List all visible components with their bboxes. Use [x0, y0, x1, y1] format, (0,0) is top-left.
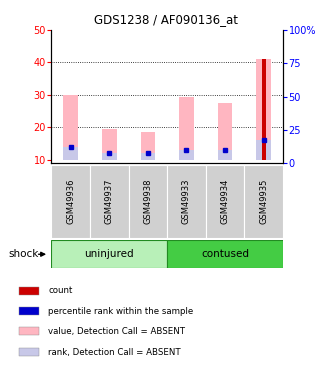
- Bar: [90, 165, 128, 238]
- Bar: [19, 348, 39, 356]
- Text: percentile rank within the sample: percentile rank within the sample: [48, 306, 193, 315]
- Bar: [63, 95, 78, 160]
- Text: value, Detection Call = ABSENT: value, Detection Call = ABSENT: [48, 327, 185, 336]
- Text: contused: contused: [201, 249, 249, 259]
- Bar: [261, 59, 266, 160]
- Bar: [51, 165, 90, 238]
- Bar: [218, 150, 232, 160]
- Text: GSM49937: GSM49937: [105, 179, 114, 224]
- Text: uninjured: uninjured: [84, 249, 134, 259]
- Text: GSM49938: GSM49938: [143, 179, 152, 224]
- Bar: [140, 153, 155, 160]
- Bar: [218, 103, 232, 160]
- Bar: [140, 132, 155, 160]
- Bar: [167, 240, 283, 268]
- Text: GDS1238 / AF090136_at: GDS1238 / AF090136_at: [93, 13, 238, 26]
- Text: GSM49934: GSM49934: [220, 179, 230, 224]
- Text: rank, Detection Call = ABSENT: rank, Detection Call = ABSENT: [48, 348, 181, 357]
- Text: shock: shock: [8, 249, 39, 259]
- Bar: [128, 165, 167, 238]
- Text: count: count: [48, 286, 72, 296]
- Bar: [179, 150, 194, 160]
- Text: GSM49933: GSM49933: [182, 179, 191, 224]
- Bar: [102, 129, 117, 160]
- Text: GSM49935: GSM49935: [259, 179, 268, 224]
- Bar: [102, 153, 117, 160]
- Bar: [244, 165, 283, 238]
- Bar: [256, 140, 271, 160]
- Bar: [51, 240, 167, 268]
- Bar: [63, 147, 78, 160]
- Bar: [179, 97, 194, 160]
- Bar: [19, 327, 39, 335]
- Bar: [167, 165, 206, 238]
- Bar: [256, 59, 271, 160]
- Bar: [19, 286, 39, 295]
- Bar: [19, 307, 39, 315]
- Bar: [206, 165, 244, 238]
- Text: GSM49936: GSM49936: [66, 179, 75, 224]
